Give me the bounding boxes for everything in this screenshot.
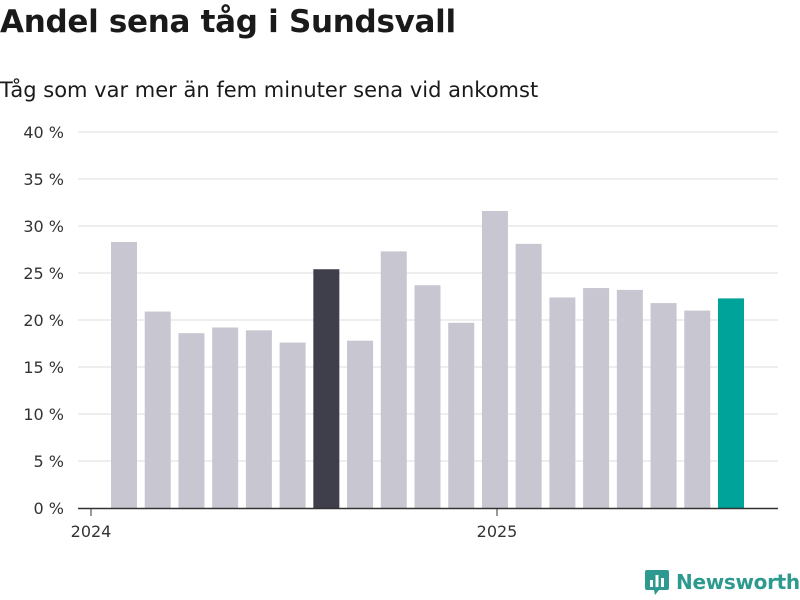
bar <box>279 342 306 508</box>
x-tick-label: 2024 <box>71 522 112 541</box>
bar <box>414 285 441 508</box>
y-tick-label: 35 % <box>23 170 64 189</box>
bar <box>313 269 340 508</box>
brand-logo: Newsworthy <box>644 568 800 596</box>
bar <box>616 289 643 508</box>
bar <box>583 288 610 508</box>
chart-title: Andel sena tåg i Sundsvall <box>0 4 456 40</box>
bar-chart-logo-icon <box>645 570 669 595</box>
bar <box>481 210 508 508</box>
y-tick-label: 25 % <box>23 264 64 283</box>
bar <box>650 303 677 508</box>
bar <box>515 243 542 509</box>
brand-name: Newsworthy <box>676 570 800 594</box>
chart-subtitle: Tåg som var mer än fem minuter sena vid … <box>0 78 539 102</box>
y-tick-label: 15 % <box>23 358 64 377</box>
y-tick-label: 30 % <box>23 217 64 236</box>
bar <box>380 251 407 508</box>
bar <box>178 333 205 508</box>
bar <box>111 241 137 509</box>
bar <box>245 330 272 508</box>
y-tick-label: 10 % <box>23 405 64 424</box>
bar <box>347 340 374 508</box>
x-tick-label: 2025 <box>477 522 518 541</box>
bar <box>718 298 744 508</box>
bar <box>212 327 239 508</box>
bar <box>684 310 711 508</box>
y-tick-label: 20 % <box>23 311 64 330</box>
bar <box>448 322 475 508</box>
bar <box>549 297 576 508</box>
bar <box>144 311 171 508</box>
y-tick-label: 5 % <box>34 452 64 471</box>
y-tick-label: 0 % <box>34 499 64 518</box>
y-tick-label: 40 % <box>23 123 64 142</box>
